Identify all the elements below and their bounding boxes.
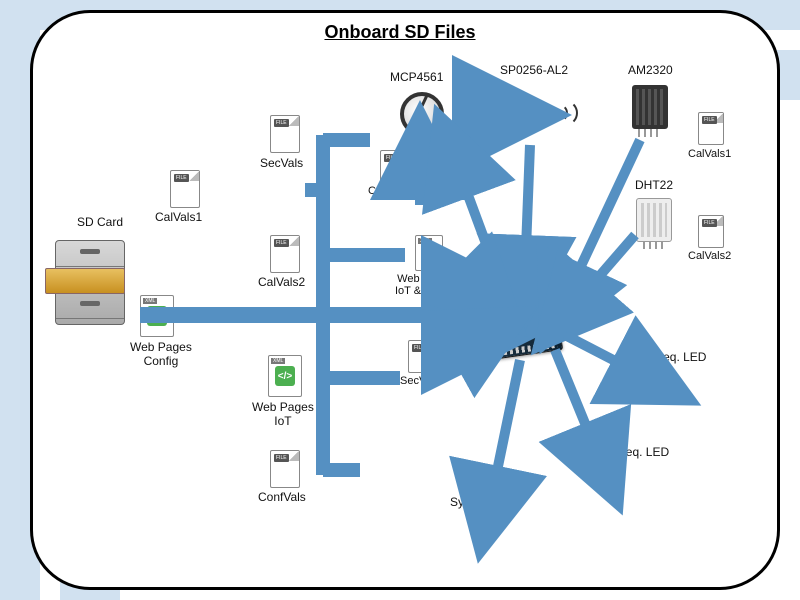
calvals2-left-label: CalVals2 — [258, 275, 305, 289]
dht22-sensor-icon — [636, 198, 672, 242]
confvals-mid-label: ConfVals — [368, 185, 412, 197]
sdcard-label: SD Card — [60, 215, 140, 229]
mqtt-led-icon — [600, 468, 630, 504]
mqtt-led-label: MQTT Req. LED — [580, 445, 669, 459]
file-icon: FILE — [270, 115, 300, 153]
calvals2-right-label: CalVals2 — [688, 250, 731, 262]
file-icon: FILE — [270, 235, 300, 273]
mcp-label: MCP4561 — [390, 70, 443, 84]
webpages-config-label: Web Pages Config — [130, 340, 192, 369]
esp8266-module-icon — [487, 300, 563, 359]
file-icon: FILE — [408, 340, 434, 373]
http-led-label: HTTP Req. LED — [620, 350, 706, 364]
am2320-sensor-icon — [632, 85, 668, 129]
file-icon: FILE — [698, 215, 724, 248]
calvals1-right-label: CalVals1 — [688, 148, 731, 160]
speaking-head-icon — [510, 92, 550, 132]
system-led-label: System LED — [450, 495, 517, 509]
knob-icon — [400, 92, 444, 136]
file-icon: FILE — [380, 150, 406, 183]
confvals-left-label: ConfVals — [258, 490, 306, 504]
http-led-icon — [655, 375, 685, 411]
webpages-iot-label: Web Pages IoT — [252, 400, 314, 429]
sp-label: SP0256-AL2 — [500, 63, 568, 77]
dht-label: DHT22 — [635, 178, 673, 192]
system-led-icon — [470, 515, 500, 551]
calvals1-left-label: CalVals1 — [155, 210, 202, 224]
secvals-mid-label: SecVals — [400, 375, 440, 387]
webpages-iot-config-label: Web Pages IoT & Config — [395, 273, 456, 297]
xml-file-icon: XML</> — [140, 295, 174, 337]
esp-label: ESP8266-07 — [488, 275, 550, 287]
sdcard-cabinet-icon — [50, 240, 130, 335]
am-label: AM2320 — [628, 63, 673, 77]
xml-file-icon: XML</> — [268, 355, 302, 397]
secvals-left-label: SecVals — [260, 156, 303, 170]
file-icon: FILE — [698, 112, 724, 145]
file-icon: FILE — [170, 170, 200, 208]
xml-file-icon: XML</> — [415, 235, 443, 271]
file-icon: FILE — [270, 450, 300, 488]
diagram-title: Onboard SD Files — [324, 22, 475, 43]
